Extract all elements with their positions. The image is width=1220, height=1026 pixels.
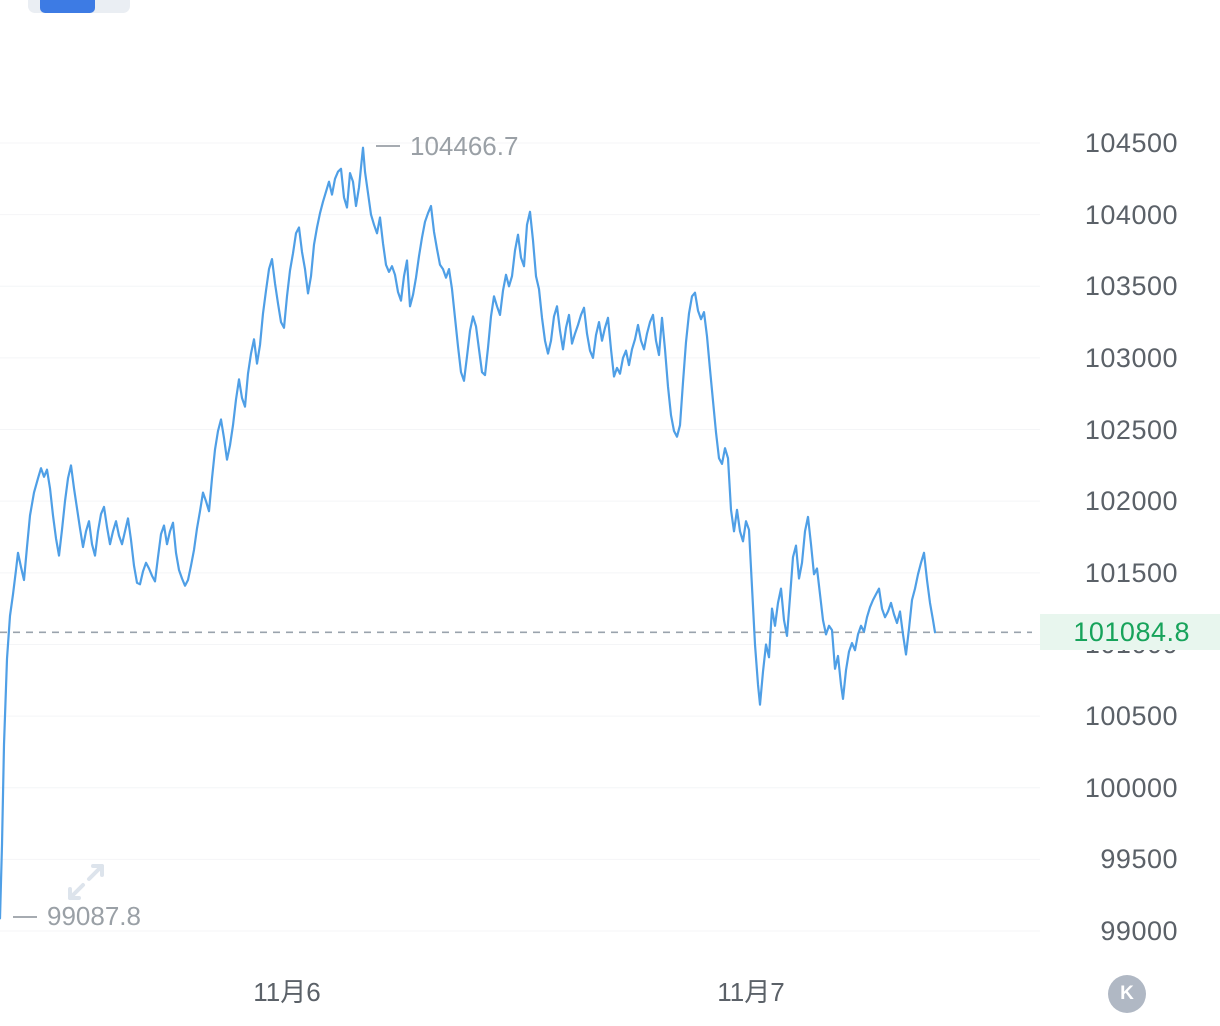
x-axis-label: 11月6 xyxy=(253,977,321,1007)
expand-arrows-icon[interactable] xyxy=(58,854,114,910)
low-price-label: 99087.8 xyxy=(47,901,141,932)
kline-toggle-button[interactable]: K xyxy=(1108,975,1146,1013)
y-axis-label: 102000 xyxy=(1084,486,1178,517)
low-price-annotation: 99087.8 xyxy=(13,901,141,932)
high-price-label: 104466.7 xyxy=(410,130,519,161)
y-axis-label: 100000 xyxy=(1084,772,1178,803)
y-axis-label: 99000 xyxy=(1100,916,1178,946)
price-line xyxy=(0,146,937,920)
y-axis-label: 104500 xyxy=(1084,128,1178,158)
current-price-label: 101084.8 xyxy=(1073,617,1190,648)
y-axis-label: 101500 xyxy=(1084,557,1178,588)
y-axis-label: 103500 xyxy=(1084,271,1178,302)
y-axis-label: 99500 xyxy=(1100,844,1178,875)
active-tab-indicator[interactable] xyxy=(40,0,95,13)
high-price-annotation: 104466.7 xyxy=(376,131,518,162)
y-axis-label: 104000 xyxy=(1084,199,1178,230)
x-axis-label: 11月7 xyxy=(717,977,785,1007)
low-callout-dash-icon xyxy=(13,915,37,918)
high-callout-dash-icon xyxy=(376,145,400,148)
y-axis-label: 100500 xyxy=(1084,701,1178,732)
y-axis-label: 103000 xyxy=(1084,342,1178,373)
y-axis-label: 102500 xyxy=(1084,414,1178,445)
current-price-badge: 101084.8 xyxy=(1040,614,1220,651)
